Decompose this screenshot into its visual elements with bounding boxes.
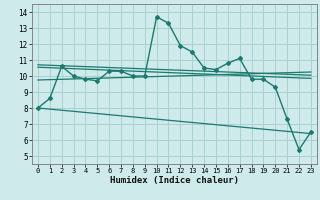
X-axis label: Humidex (Indice chaleur): Humidex (Indice chaleur) <box>110 176 239 185</box>
